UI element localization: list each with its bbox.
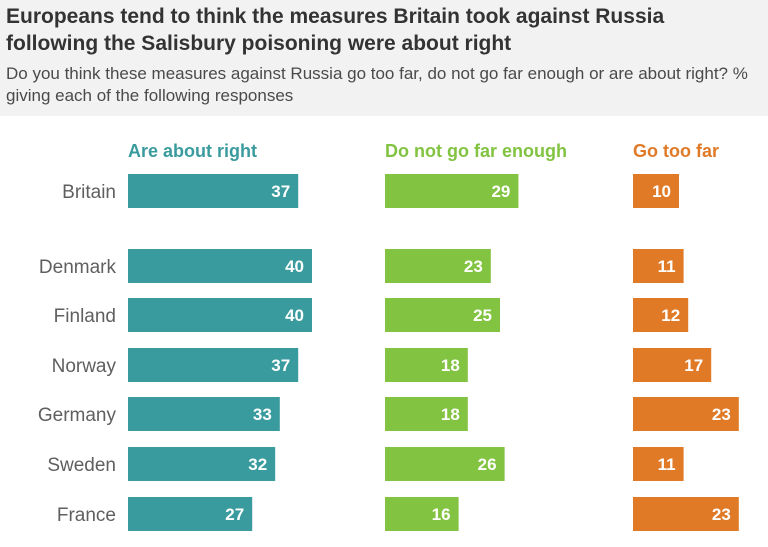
data-label-do-not-go-far-enough-france: 16 — [432, 505, 451, 524]
data-label-go-too-far-denmark: 11 — [658, 257, 676, 276]
chart-header: Europeans tend to think the measures Bri… — [0, 0, 768, 116]
bar-are-about-right-britain — [128, 174, 299, 208]
series-header-are-about-right: Are about right — [128, 141, 257, 161]
bar-do-not-go-far-enough-norway — [385, 348, 468, 382]
bar-are-about-right-france — [128, 497, 253, 531]
bar-go-too-far-france — [633, 497, 739, 531]
bar-go-too-far-norway — [633, 348, 712, 382]
bar-are-about-right-finland — [128, 298, 312, 332]
data-label-are-about-right-britain: 37 — [271, 182, 290, 201]
bar-do-not-go-far-enough-finland — [385, 298, 500, 332]
chart-subtitle: Do you think these measures against Russ… — [6, 64, 748, 105]
data-label-are-about-right-germany: 33 — [253, 405, 272, 424]
bar-go-too-far-denmark — [633, 249, 684, 283]
data-label-do-not-go-far-enough-sweden: 26 — [478, 455, 497, 474]
data-label-do-not-go-far-enough-finland: 25 — [473, 306, 492, 325]
bar-are-about-right-norway — [128, 348, 299, 382]
country-label-germany: Germany — [38, 405, 117, 426]
bar-do-not-go-far-enough-france — [385, 497, 459, 531]
chart-title: Europeans tend to think the measures Bri… — [6, 5, 665, 55]
bar-go-too-far-britain — [633, 174, 679, 208]
bar-are-about-right-sweden — [128, 447, 276, 481]
country-label-finland: Finland — [54, 306, 116, 327]
data-label-go-too-far-sweden: 11 — [658, 455, 676, 474]
bar-do-not-go-far-enough-germany — [385, 397, 468, 431]
bar-are-about-right-denmark — [128, 249, 312, 283]
country-label-britain: Britain — [62, 182, 116, 203]
bar-do-not-go-far-enough-britain — [385, 174, 519, 208]
bar-are-about-right-germany — [128, 397, 280, 431]
country-label-france: France — [57, 505, 116, 526]
bar-chart: Britain Denmark Finland Norway Germany Sweden… — [38, 141, 739, 531]
country-label-norway: Norway — [52, 356, 117, 377]
bar-go-too-far-sweden — [633, 447, 684, 481]
country-label-denmark: Denmark — [39, 257, 117, 278]
data-label-go-too-far-germany: 23 — [712, 405, 731, 424]
data-label-do-not-go-far-enough-germany: 18 — [441, 405, 460, 424]
data-label-are-about-right-finland: 40 — [285, 306, 304, 325]
data-label-are-about-right-norway: 37 — [271, 356, 290, 375]
data-label-do-not-go-far-enough-denmark: 23 — [464, 257, 483, 276]
data-label-go-too-far-norway: 17 — [684, 356, 703, 375]
data-label-go-too-far-france: 23 — [712, 505, 731, 524]
bar-do-not-go-far-enough-denmark — [385, 249, 491, 283]
data-label-do-not-go-far-enough-britain: 29 — [491, 182, 510, 201]
data-label-are-about-right-denmark: 40 — [285, 257, 304, 276]
series-header-go-too-far: Go too far — [633, 141, 719, 161]
bar-go-too-far-germany — [633, 397, 739, 431]
data-label-are-about-right-sweden: 32 — [248, 455, 267, 474]
data-label-go-too-far-finland: 12 — [661, 306, 680, 325]
country-label-sweden: Sweden — [47, 455, 116, 476]
data-label-do-not-go-far-enough-norway: 18 — [441, 356, 460, 375]
data-label-are-about-right-france: 27 — [225, 505, 244, 524]
series-header-do-not-go-far-enough: Do not go far enough — [385, 141, 567, 161]
bar-go-too-far-finland — [633, 298, 689, 332]
data-label-go-too-far-britain: 10 — [652, 182, 671, 201]
bar-do-not-go-far-enough-sweden — [385, 447, 505, 481]
